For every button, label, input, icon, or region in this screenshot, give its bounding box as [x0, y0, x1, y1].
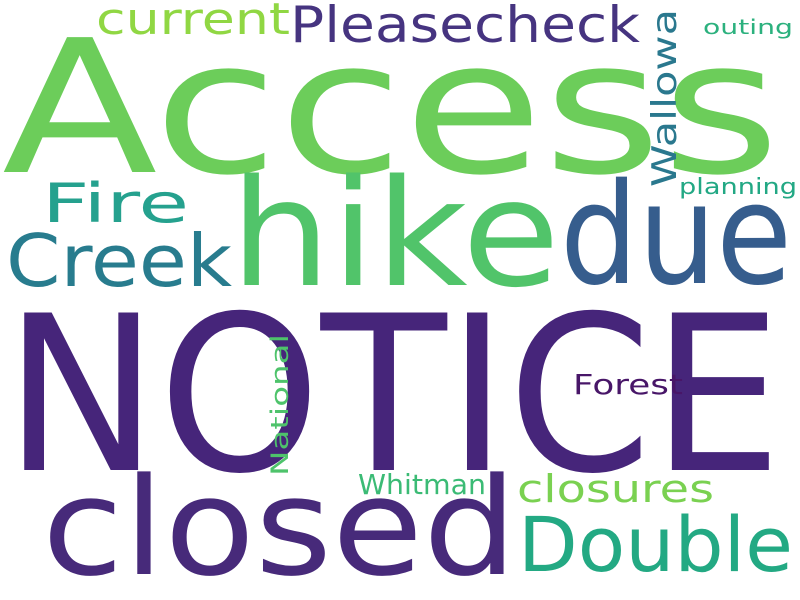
- word-fire: Fire: [42, 172, 189, 235]
- word-planning: planning: [679, 175, 797, 200]
- word-due: due: [560, 154, 792, 317]
- word-closed: closed: [42, 449, 517, 600]
- word-closures: closures: [517, 467, 714, 511]
- word-access: Access: [2, 0, 780, 216]
- word-wallowa: Wallowa: [645, 9, 685, 187]
- word-notice: NOTICE: [4, 270, 782, 521]
- word-forest: Forest: [573, 368, 683, 401]
- word-hike: hike: [230, 148, 560, 320]
- word-creek: Creek: [6, 219, 232, 303]
- word-national: National: [266, 334, 294, 476]
- word-whitman: Whitman: [358, 468, 486, 501]
- word-double: Double: [518, 500, 793, 589]
- word-outing: outing: [703, 15, 793, 39]
- word-current: current: [96, 0, 290, 45]
- word-pleasecheck: Pleasecheck: [290, 0, 640, 54]
